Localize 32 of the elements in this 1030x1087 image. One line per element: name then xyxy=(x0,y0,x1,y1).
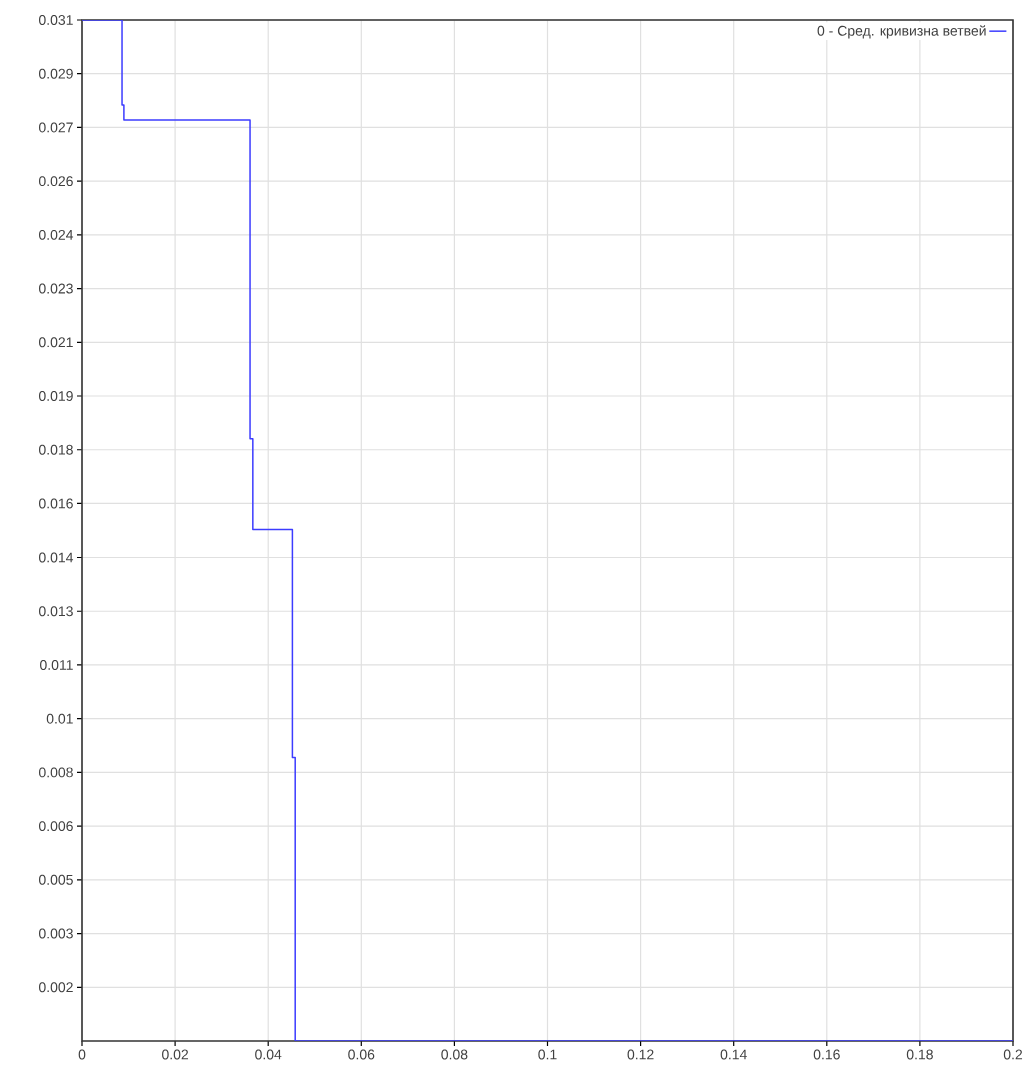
y-tick-label: 0.011 xyxy=(40,659,73,670)
x-tick-label: 0 xyxy=(78,1049,86,1060)
y-tick-label: 0.029 xyxy=(38,68,73,79)
y-tick-label: 0.027 xyxy=(38,122,73,133)
x-tick-label: 0.04 xyxy=(255,1049,282,1060)
line-series xyxy=(82,19,1013,1041)
y-tick-label: 0.023 xyxy=(38,283,73,294)
y-tick-label: 0.008 xyxy=(38,767,73,778)
x-tick-label: 0.2 xyxy=(1003,1049,1023,1060)
x-tick-label: 0.08 xyxy=(441,1049,468,1060)
x-tick-label: 0.02 xyxy=(162,1049,189,1060)
y-tick-label: 0.013 xyxy=(38,606,73,617)
y-tick-label: 0.01 xyxy=(46,713,73,724)
y-tick-label: 0.026 xyxy=(38,176,73,187)
y-tick-label: 0.003 xyxy=(38,928,73,939)
x-tick-label: 0.14 xyxy=(720,1049,747,1060)
y-tick-label: 0.031 xyxy=(38,15,73,25)
x-tick-label: 0.12 xyxy=(627,1049,654,1060)
y-tick-label: 0.002 xyxy=(38,982,73,993)
x-tick-label: 0.1 xyxy=(538,1049,557,1060)
y-tick-label: 0.019 xyxy=(38,391,73,401)
y-tick-label: 0.006 xyxy=(38,821,73,832)
y-tick-label: 0.018 xyxy=(38,444,73,455)
legend-label: 0 - Сред. кривизна ветвей xyxy=(817,25,986,39)
x-tick-label: 0.18 xyxy=(906,1049,933,1060)
y-tick-label: 0.016 xyxy=(38,498,73,509)
y-tick-label: 0.005 xyxy=(38,874,73,885)
y-tick-label: 0.014 xyxy=(38,552,74,563)
y-tick-label: 0.024 xyxy=(38,229,74,240)
y-tick-label: 0.021 xyxy=(38,337,73,348)
x-tick-label: 0.16 xyxy=(813,1049,840,1060)
x-tick-label: 0.06 xyxy=(348,1049,375,1060)
